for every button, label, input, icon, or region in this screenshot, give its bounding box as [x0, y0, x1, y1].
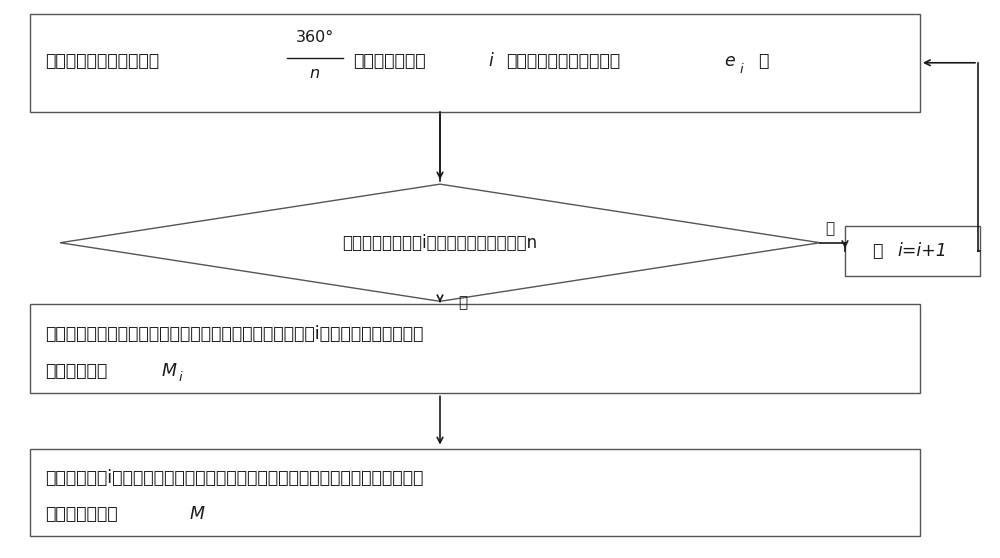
- Text: 误差后互感系数: 误差后互感系数: [45, 505, 118, 523]
- Polygon shape: [60, 184, 820, 301]
- Text: 否: 否: [825, 222, 834, 236]
- Bar: [30, 449, 920, 536]
- Bar: [30, 14, 920, 112]
- Text: ，并测量转盘第: ，并测量转盘第: [353, 52, 426, 70]
- Text: i: i: [179, 371, 183, 384]
- Text: 令: 令: [872, 242, 883, 260]
- Text: 360°: 360°: [296, 30, 334, 45]
- Text: 将所述转盘第i次旋转后空芯线圈互感系数的测量值加权平均值获得空芯线圈的消除: 将所述转盘第i次旋转后空芯线圈互感系数的测量值加权平均值获得空芯线圈的消除: [45, 469, 423, 487]
- Bar: [30, 304, 920, 393]
- Text: e: e: [724, 52, 735, 70]
- Text: M: M: [162, 362, 177, 380]
- Text: M: M: [190, 505, 205, 523]
- Text: 是: 是: [458, 295, 467, 310]
- Text: i: i: [488, 52, 493, 70]
- Text: 判断转盘旋转次序i是否等于转盘旋转次数n: 判断转盘旋转次序i是否等于转盘旋转次数n: [342, 234, 538, 252]
- Text: 系数的测量值: 系数的测量值: [45, 362, 107, 380]
- Text: n: n: [310, 66, 320, 81]
- Bar: [845, 226, 980, 276]
- Text: i: i: [740, 63, 744, 76]
- Text: 让转盘相对载流导线旋转: 让转盘相对载流导线旋转: [45, 52, 159, 70]
- Text: 根据所述空芯线圈的电压和载流导线中标定电流获得转盘第i次旋转后空芯线圈互感: 根据所述空芯线圈的电压和载流导线中标定电流获得转盘第i次旋转后空芯线圈互感: [45, 325, 423, 343]
- Text: i=i+1: i=i+1: [898, 242, 947, 260]
- Text: ；: ；: [758, 52, 768, 70]
- Text: 次旋转后空芯线圈的电压: 次旋转后空芯线圈的电压: [506, 52, 620, 70]
